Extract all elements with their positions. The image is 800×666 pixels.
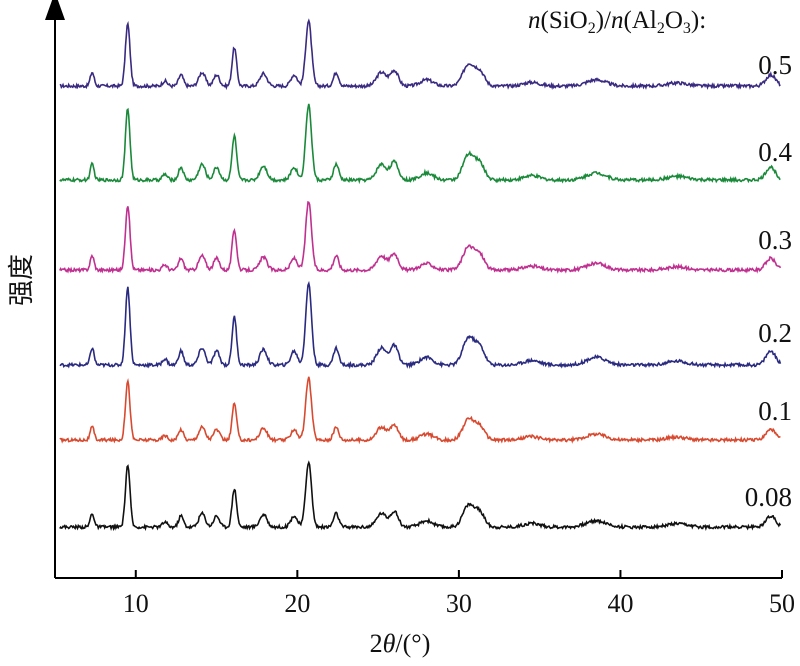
series-layer [59, 18, 782, 532]
x-ticks: 10 20 30 40 50 [123, 570, 795, 618]
series-line-0-3 [59, 200, 782, 274]
x-tick-label: 10 [123, 589, 149, 618]
series-line-0-4 [59, 103, 781, 185]
series-label-0-1: 0.1 [758, 396, 792, 426]
y-axis-label: 强度 [7, 254, 36, 306]
x-axis-label: 2θ/(°) [370, 629, 431, 658]
x-tick-label: 20 [284, 589, 310, 618]
x-tick-label: 50 [769, 589, 795, 618]
series-line-0-1 [59, 376, 781, 445]
legend-title: n(SiO2)/n(Al2O3): [528, 7, 706, 37]
series-line-0-08 [59, 460, 782, 532]
series-line-0-2 [59, 280, 782, 370]
axes [45, 0, 782, 579]
x-tick-label: 30 [446, 589, 472, 618]
series-labels: 0.5 0.4 0.3 0.2 0.1 0.08 [745, 50, 793, 512]
series-label-0-2: 0.2 [758, 318, 792, 348]
series-label-0-5: 0.5 [758, 50, 792, 80]
x-tick-label: 40 [607, 589, 633, 618]
series-label-0-4: 0.4 [758, 137, 792, 167]
series-label-0-3: 0.3 [758, 225, 792, 255]
series-label-0-08: 0.08 [745, 482, 792, 512]
series-line-0-5 [59, 18, 781, 91]
